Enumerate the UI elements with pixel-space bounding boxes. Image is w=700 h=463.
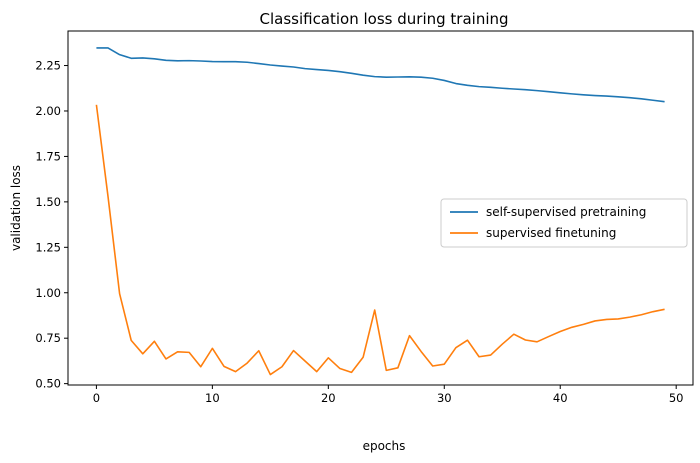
legend-label-1: self-supervised pretraining (486, 205, 646, 219)
chart-title: Classification loss during training (259, 10, 508, 28)
x-tick-label: 30 (437, 391, 452, 405)
y-tick-label: 1.75 (35, 149, 61, 163)
y-axis: 0.50 0.75 1.00 1.25 1.50 1.75 2.00 2.25 (35, 59, 68, 391)
x-tick-label: 50 (669, 391, 684, 405)
x-axis-label: epochs (363, 439, 406, 453)
series-line-2 (95, 104, 665, 376)
x-axis: 0 10 20 30 40 50 (93, 385, 684, 405)
series-line-1 (96, 47, 665, 103)
legend-box (440, 198, 688, 248)
legend: self-supervised pretraining supervised fi… (440, 198, 688, 248)
x-tick-label: 20 (321, 391, 336, 405)
y-tick-label: 2.00 (35, 104, 61, 118)
series-layer (95, 47, 665, 376)
x-tick-label: 0 (93, 391, 100, 405)
y-tick-label: 0.50 (35, 377, 61, 391)
x-tick-label: 40 (553, 391, 568, 405)
x-tick-label: 10 (205, 391, 220, 405)
y-tick-label: 1.00 (35, 286, 61, 300)
y-tick-label: 1.25 (35, 240, 61, 254)
y-tick-label: 2.25 (35, 59, 61, 73)
y-tick-label: 1.50 (35, 195, 61, 209)
plot-frame (67, 30, 694, 386)
y-axis-label: validation loss (9, 165, 23, 251)
y-tick-label: 0.75 (35, 331, 61, 345)
legend-label-2: supervised finetuning (486, 226, 616, 240)
